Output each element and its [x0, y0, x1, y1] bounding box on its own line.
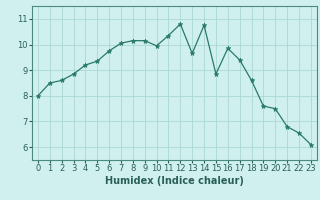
- X-axis label: Humidex (Indice chaleur): Humidex (Indice chaleur): [105, 176, 244, 186]
